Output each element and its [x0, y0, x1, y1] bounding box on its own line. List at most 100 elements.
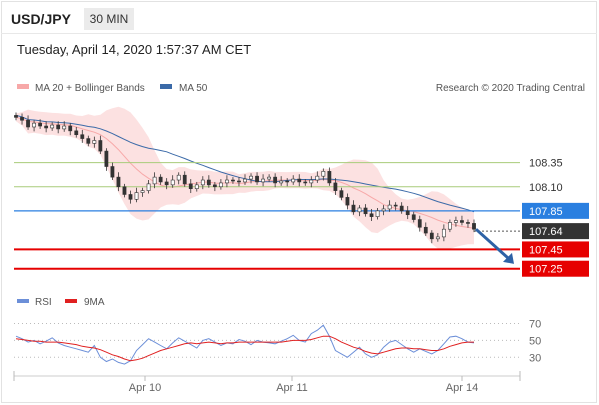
legend-rsi-swatch [17, 299, 29, 303]
rsi-ma9-line [15, 335, 474, 362]
pivot-label: 107.85 [529, 206, 563, 218]
legend-ma20-label: MA 20 + Bollinger Bands [35, 83, 145, 94]
candle [291, 178, 296, 183]
support-tag [522, 260, 589, 277]
candle [237, 180, 241, 183]
candle [249, 175, 253, 180]
candle [231, 179, 235, 182]
candle [357, 207, 362, 213]
candle [140, 190, 145, 193]
candle [405, 210, 410, 216]
credit-text: Research © 2020 Trading Central [436, 83, 585, 94]
last-price-tag [522, 223, 589, 240]
candle [188, 183, 193, 189]
candle [363, 207, 368, 215]
candle [303, 181, 308, 184]
candle [104, 150, 109, 167]
candle [351, 204, 356, 213]
chart-datetime: Tuesday, April 14, 2020 1:57:37 AM CET [17, 42, 252, 57]
x-tick-label: Apr 10 [129, 382, 161, 394]
candle [200, 179, 205, 186]
candle [411, 214, 416, 220]
candle [261, 178, 265, 183]
candle [225, 179, 229, 184]
candle [369, 213, 374, 217]
legend-rsi-label: RSI [35, 297, 52, 308]
candle [381, 208, 386, 212]
candle [50, 124, 55, 129]
candle [243, 178, 247, 183]
candle [321, 171, 326, 177]
candle [309, 179, 314, 184]
rsi-line [15, 324, 475, 365]
legend-ma9-label: 9MA [84, 297, 105, 308]
candle [32, 122, 36, 128]
candle [56, 124, 61, 130]
candle [375, 210, 380, 217]
candle [297, 178, 302, 183]
rsi-tick-label: 50 [529, 335, 541, 347]
candle [122, 186, 127, 195]
candle [417, 219, 422, 228]
rsi-tick-label: 70 [529, 318, 541, 330]
candle [454, 220, 458, 223]
support-label: 107.45 [529, 244, 563, 256]
candle [182, 174, 187, 185]
candle [255, 175, 259, 183]
legend-ma50-label: MA 50 [179, 83, 208, 94]
support-tag [522, 241, 589, 258]
resistance-label: 108.10 [529, 182, 563, 194]
candle [26, 119, 30, 128]
candle [194, 184, 199, 189]
candle [20, 117, 24, 121]
candle [14, 115, 18, 118]
candle [62, 125, 67, 130]
candle [158, 176, 163, 183]
candle [387, 204, 392, 210]
candle [345, 197, 350, 206]
candle [447, 222, 452, 230]
last-price-label: 107.64 [529, 226, 563, 238]
candle [92, 140, 97, 144]
candle [80, 134, 85, 139]
candle [460, 220, 464, 223]
candle [152, 176, 157, 185]
candle [38, 122, 43, 127]
candle [273, 176, 278, 184]
candle [110, 166, 115, 178]
candle [327, 171, 332, 184]
timeframe-button[interactable]: 30 MIN [84, 8, 134, 30]
candle [466, 222, 470, 224]
candle [435, 236, 440, 240]
candle [134, 192, 139, 200]
rsi-tick-label: 30 [529, 352, 541, 364]
candle [212, 184, 217, 188]
legend-ma20-swatch [17, 84, 29, 89]
candle [74, 130, 79, 136]
candle [441, 228, 446, 238]
forecast-arrow-head [503, 252, 514, 264]
price-plot: 108.35 108.10 107.85 107.64 107.45 107.25 [14, 106, 589, 277]
candle [423, 226, 428, 234]
header-divider [1, 33, 597, 34]
candle [98, 140, 103, 152]
rsi-plot: 70 50 30 [14, 318, 541, 365]
candle [399, 205, 404, 212]
legend-ma50-swatch [160, 84, 172, 89]
candle [285, 180, 290, 183]
symbol-title: USD/JPY [11, 11, 71, 27]
candle [164, 181, 169, 186]
candle [170, 179, 175, 186]
legend-ma9-swatch [65, 299, 77, 303]
candle [472, 223, 476, 230]
candle [128, 194, 133, 200]
x-tick-label: Apr 11 [276, 382, 308, 394]
candle [86, 138, 91, 144]
candle [333, 182, 338, 191]
candle [315, 175, 320, 181]
candle [176, 174, 181, 181]
x-axis: Apr 10 Apr 11 Apr 14 [13, 371, 521, 394]
candle [44, 125, 49, 129]
